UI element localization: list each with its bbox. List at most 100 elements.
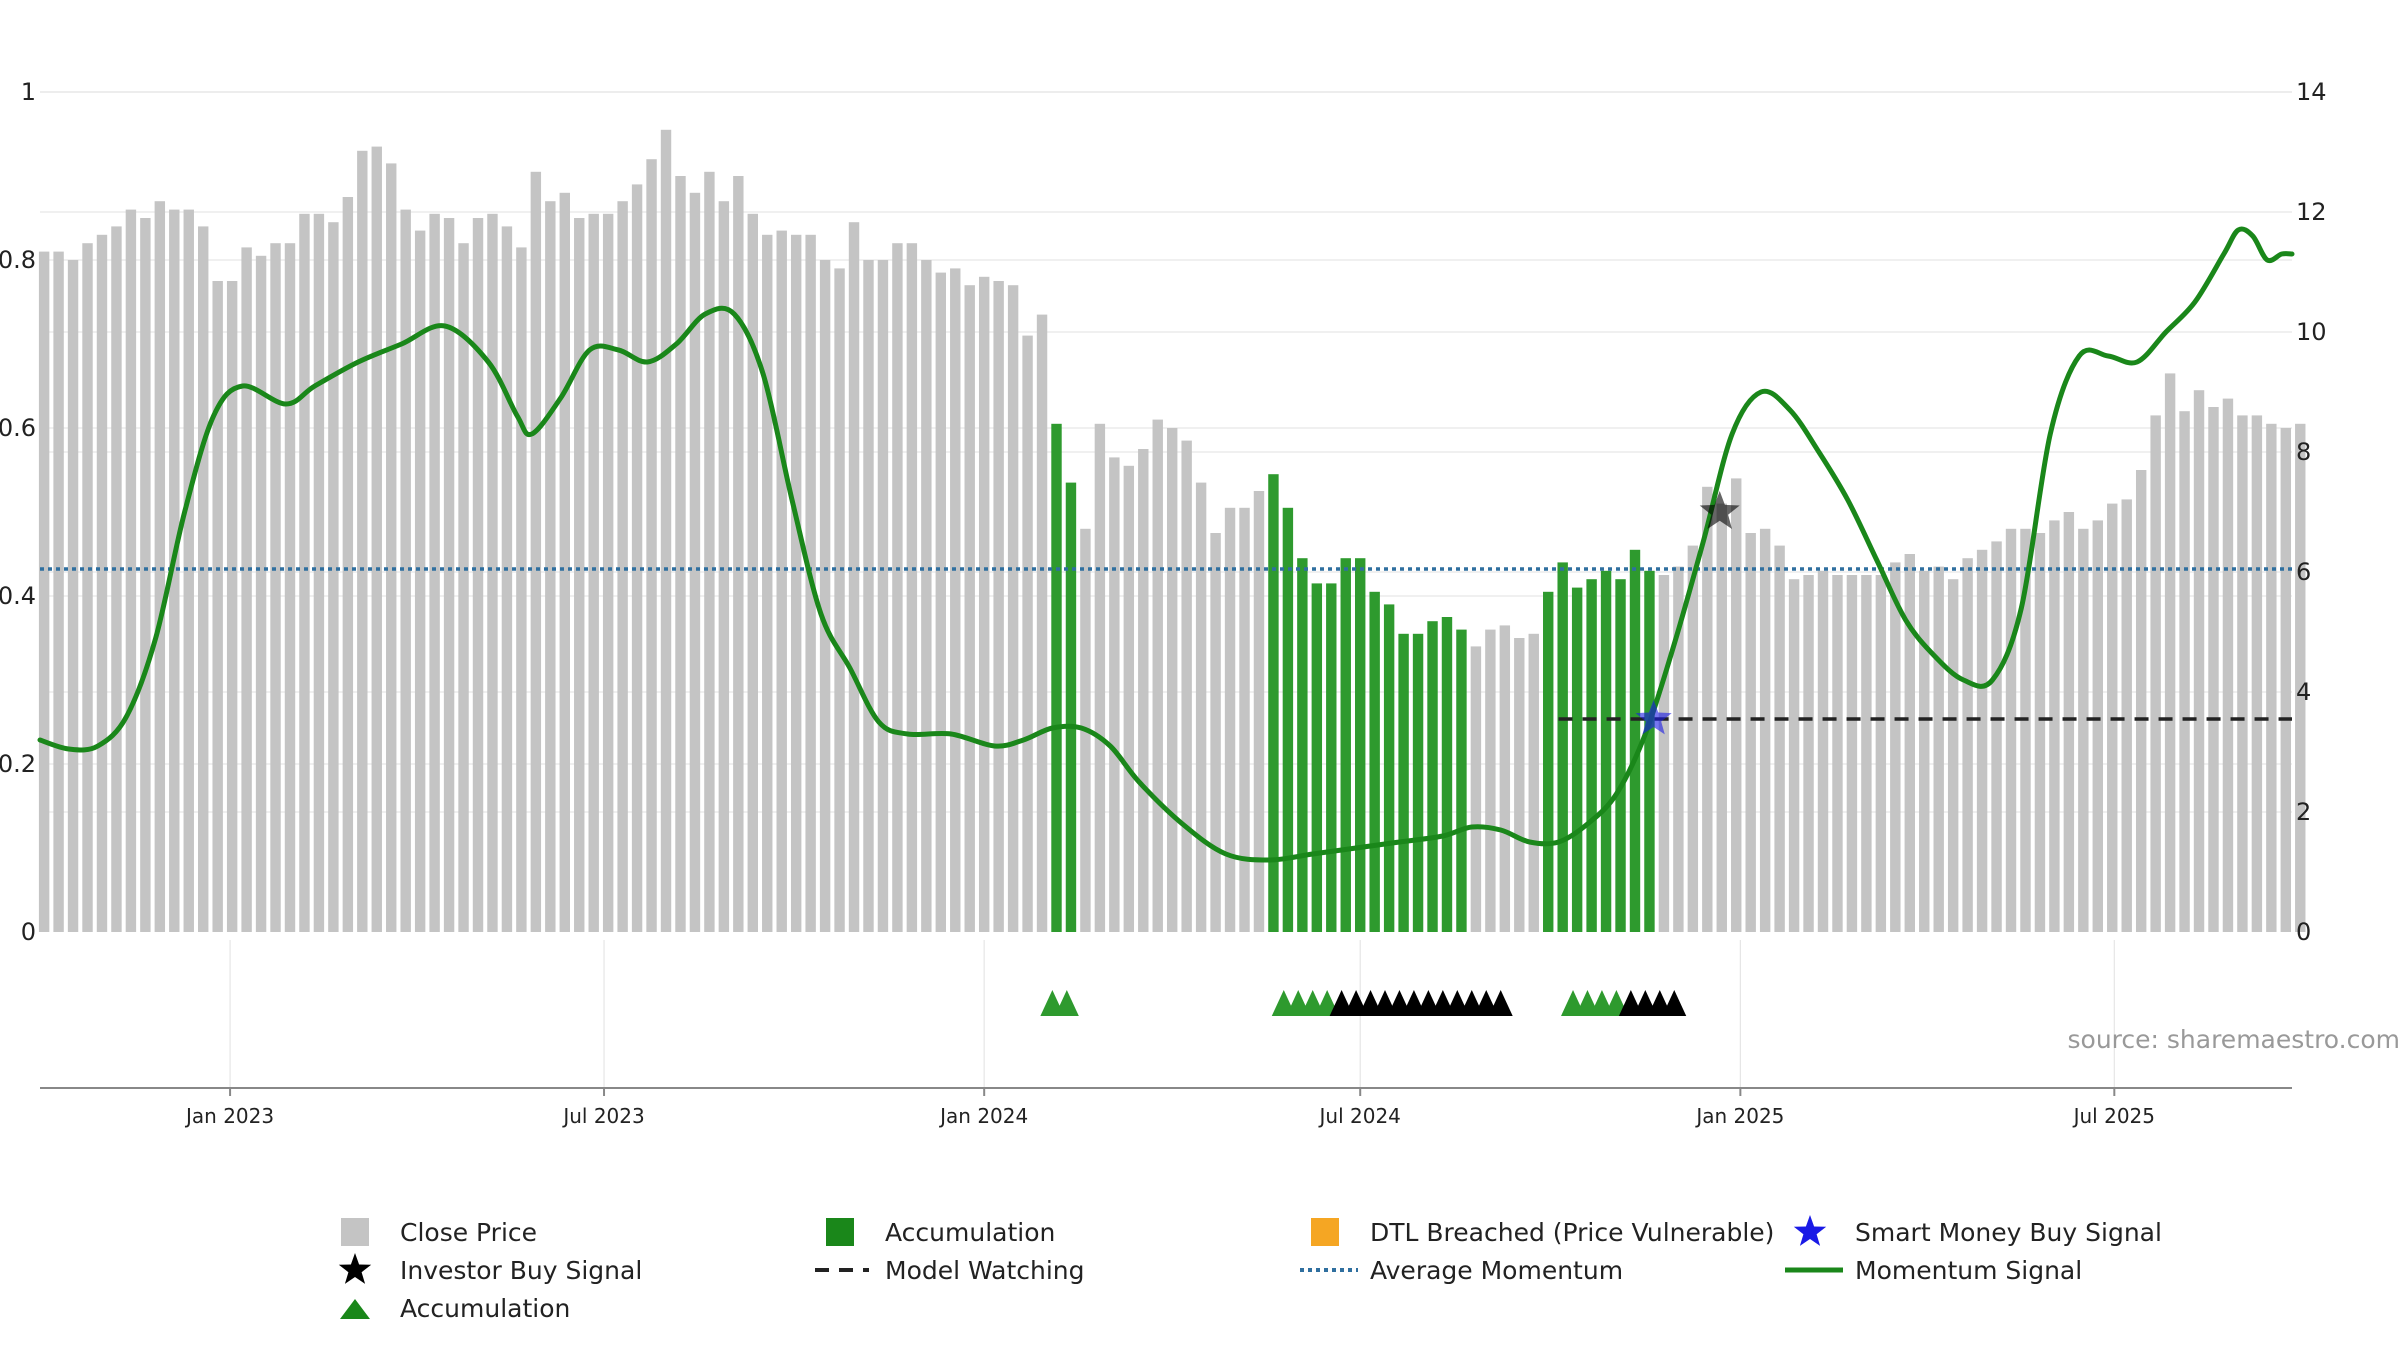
accumulation-bar	[1341, 558, 1351, 932]
close-price-bar	[863, 260, 873, 932]
close-price-bar	[502, 226, 512, 932]
close-price-bar	[39, 252, 49, 932]
accumulation-bar	[1268, 474, 1278, 932]
accumulation-bar	[1283, 508, 1293, 932]
close-price-bar	[1991, 541, 2001, 932]
close-price-bar	[1254, 491, 1264, 932]
close-price-bar	[2281, 428, 2291, 932]
left-tick-label: 0.6	[0, 414, 36, 442]
legend-item-accumulation-bar: Accumulation	[815, 1215, 1055, 1249]
accumulation-bar	[1630, 550, 1640, 932]
legend-item-average-momentum: Average Momentum	[1300, 1253, 1623, 1287]
investor-star-icon	[330, 1253, 390, 1287]
right-tick-label: 14	[2296, 78, 2327, 106]
close-price-bar	[299, 214, 309, 932]
left-tick-label: 0.2	[0, 750, 36, 778]
close-price-bar	[892, 243, 902, 932]
right-tick-label: 4	[2296, 678, 2311, 706]
close-price-bar	[53, 252, 63, 932]
accumulation-marker-green	[1055, 990, 1079, 1016]
accumulation-marker-black	[1662, 990, 1686, 1016]
close-price-bar	[343, 197, 353, 932]
close-price-bar	[950, 268, 960, 932]
close-price-bar	[140, 218, 150, 932]
close-price-bar	[68, 260, 78, 932]
legend-item-accumulation-marker: Accumulation	[330, 1291, 570, 1325]
accumulation-bar	[1051, 424, 1061, 932]
close-price-bar	[1745, 533, 1755, 932]
close-price-bar	[936, 273, 946, 932]
close-price-bar	[849, 222, 859, 932]
close-price-bar	[1933, 567, 1943, 932]
close-price-bar	[314, 214, 324, 932]
close-price-bar	[241, 247, 251, 932]
close-price-bar	[227, 281, 237, 932]
legend-label-close-price: Close Price	[400, 1218, 537, 1247]
close-price-bar	[791, 235, 801, 932]
close-price-bar	[429, 214, 439, 932]
close-price-bar	[386, 163, 396, 932]
close-price-bar	[603, 214, 613, 932]
right-tick-label: 0	[2296, 918, 2311, 946]
legend-label-smart-money: Smart Money Buy Signal	[1855, 1218, 2162, 1247]
legend-item-model-watching: Model Watching	[815, 1253, 1085, 1287]
accumulation-bar	[1398, 634, 1408, 932]
accumulation-markers	[1040, 990, 1686, 1016]
close-price-bar	[2165, 373, 2175, 932]
accumulation-swatch	[815, 1215, 875, 1249]
close-price-bar	[1500, 625, 1510, 932]
close-price-bar	[2208, 407, 2218, 932]
dtl-swatch	[1300, 1215, 1360, 1249]
close-price-bar	[2136, 470, 2146, 932]
close-price-bar	[921, 260, 931, 932]
accumulation-bar	[1615, 579, 1625, 932]
accumulation-bar	[1384, 604, 1394, 932]
close-price-bar	[2035, 533, 2045, 932]
close-price-bar	[2093, 520, 2103, 932]
close-price-bar	[632, 184, 642, 932]
accumulation-bar	[1413, 634, 1423, 932]
close-price-bar	[1760, 529, 1770, 932]
close-price-bar	[993, 281, 1003, 932]
close-price-bar	[1948, 579, 1958, 932]
close-price-bar	[82, 243, 92, 932]
close-price-bar	[2049, 520, 2059, 932]
close-price-bar	[111, 226, 121, 932]
close-price-bar	[704, 172, 714, 932]
accumulation-bar	[1543, 592, 1553, 932]
left-tick-label: 1	[21, 78, 36, 106]
x-tick-label: Jan 2025	[1694, 1104, 1784, 1128]
close-price-bar	[400, 210, 410, 932]
accumulation-bar	[1355, 558, 1365, 932]
close-price-bar	[357, 151, 367, 932]
close-price-bar	[1471, 646, 1481, 932]
accumulation-bar	[1312, 583, 1322, 932]
close-price-bar	[1890, 562, 1900, 932]
close-price-bar	[1529, 634, 1539, 932]
legend-label-dtl-breached: DTL Breached (Price Vulnerable)	[1370, 1218, 1774, 1247]
accumulation-bar	[1586, 579, 1596, 932]
close-price-bar	[97, 235, 107, 932]
close-price-bar	[588, 214, 598, 932]
close-price-bar	[1181, 441, 1191, 932]
close-price-bar	[748, 214, 758, 932]
accumulation-bar	[1644, 571, 1654, 932]
close-price-bar	[2006, 529, 2016, 932]
close-price-bar	[1905, 554, 1915, 932]
close-price-bar	[198, 226, 208, 932]
legend-item-close-price: Close Price	[330, 1215, 537, 1249]
close-price-bar	[1514, 638, 1524, 932]
close-price-bar	[2150, 415, 2160, 932]
close-price-bar	[1153, 420, 1163, 932]
close-price-bar	[1109, 457, 1119, 932]
close-price-bar	[574, 218, 584, 932]
close-price-bar	[328, 222, 338, 932]
close-price-bar	[878, 260, 888, 932]
close-price-bar	[1659, 575, 1669, 932]
close-price-bar	[1225, 508, 1235, 932]
close-price-bar	[1861, 575, 1871, 932]
close-price-bar	[212, 281, 222, 932]
legend-label-accumulation-bar: Accumulation	[885, 1218, 1055, 1247]
left-tick-label: 0.4	[0, 582, 36, 610]
x-tick-label: Jul 2025	[2072, 1104, 2155, 1128]
